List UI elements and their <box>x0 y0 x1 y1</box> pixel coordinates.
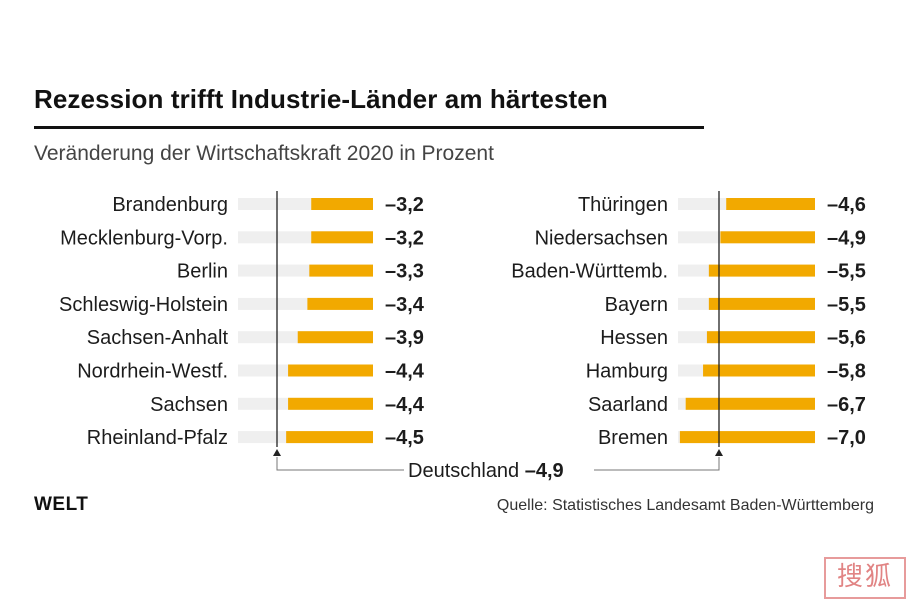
watermark-stamp: 搜狐 <box>824 557 906 599</box>
value-label: –3,3 <box>385 261 424 283</box>
category-label: Hamburg <box>586 361 668 383</box>
reference-name: Deutschland <box>408 460 525 482</box>
bar-right-5 <box>706 331 815 344</box>
bar-left-3 <box>309 264 373 277</box>
source-note: Quelle: Statistisches Landesamt Baden-Wü… <box>496 497 874 514</box>
bar-right-2 <box>720 231 815 244</box>
value-label: –4,9 <box>827 227 866 249</box>
bar-right-8 <box>679 431 815 444</box>
reference-bracket-left <box>276 457 404 471</box>
bar-right-1 <box>726 198 815 210</box>
category-label: Sachsen-Anhalt <box>87 327 229 349</box>
bar-right-3 <box>708 264 815 277</box>
category-label: Nordrhein-Westf. <box>77 361 228 383</box>
bar-right-4 <box>708 297 815 310</box>
bar-right-7 <box>685 397 815 410</box>
reference-arrow <box>715 449 723 456</box>
value-label: –7,0 <box>827 427 866 449</box>
value-label: –3,2 <box>385 227 424 249</box>
chart-title: Rezession trifft Industrie-Länder am här… <box>34 84 608 114</box>
value-label: –4,4 <box>385 394 425 416</box>
bar-left-1 <box>311 198 373 210</box>
category-label: Sachsen <box>150 394 228 416</box>
value-label: –4,5 <box>385 427 424 449</box>
value-label: –4,6 <box>827 194 866 216</box>
bar-left-4 <box>307 297 373 310</box>
value-label: –3,9 <box>385 327 424 349</box>
bar-left-5 <box>297 331 373 344</box>
title-underline <box>34 126 704 129</box>
bar-left-8 <box>286 431 373 444</box>
value-label: –5,5 <box>827 294 866 316</box>
category-label: Niedersachsen <box>535 227 668 249</box>
value-label: –5,5 <box>827 261 866 283</box>
bar-left-7 <box>288 397 373 410</box>
category-label: Baden-Württemb. <box>511 261 668 283</box>
value-label: –5,6 <box>827 327 866 349</box>
category-label: Hessen <box>600 327 668 349</box>
category-label: Brandenburg <box>112 194 228 216</box>
value-label: –3,2 <box>385 194 424 216</box>
category-label: Rheinland-Pfalz <box>87 427 228 449</box>
value-label: –3,4 <box>385 294 425 316</box>
value-label: –6,7 <box>827 394 866 416</box>
reference-arrow <box>273 449 281 456</box>
reference-value: –4,9 <box>525 460 564 482</box>
category-label: Thüringen <box>578 194 668 216</box>
category-label: Bremen <box>598 427 668 449</box>
bar-left-6 <box>288 364 373 377</box>
chart-subtitle: Veränderung der Wirtschaftskraft 2020 in… <box>34 142 494 165</box>
category-label: Schleswig-Holstein <box>59 294 228 316</box>
category-label: Bayern <box>605 294 668 316</box>
value-label: –4,4 <box>385 361 425 383</box>
bar-right-6 <box>703 364 815 377</box>
category-label: Saarland <box>588 394 668 416</box>
value-label: –5,8 <box>827 361 866 383</box>
welt-logo: WELT <box>34 494 89 515</box>
category-label: Berlin <box>177 261 228 283</box>
reference-label: Deutschland –4,9 <box>408 460 564 482</box>
bar-left-2 <box>311 231 373 244</box>
category-label: Mecklenburg-Vorp. <box>60 227 228 249</box>
reference-bracket-right <box>594 457 720 471</box>
